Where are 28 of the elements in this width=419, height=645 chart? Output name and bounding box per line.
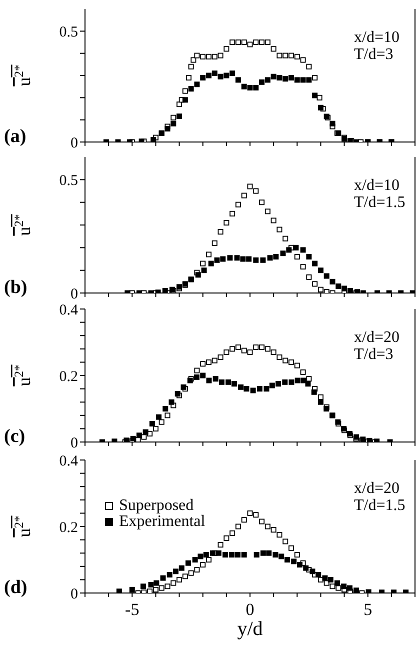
y-tick-label: 0.5	[59, 172, 78, 189]
y-tick-label: 0.2	[59, 368, 78, 385]
annotation: x/d=10	[354, 177, 400, 194]
text: (d)	[4, 577, 28, 598]
legend-label: Superposed	[119, 497, 194, 514]
x-tick-label: 0	[246, 600, 254, 619]
text: (b)	[4, 277, 28, 298]
legend-label: Experimental	[119, 513, 206, 530]
annotation: T/d=1.5	[354, 497, 406, 514]
y-tick-label: 0.4	[59, 302, 78, 318]
y-tick-label: 0	[70, 135, 78, 152]
text: (c)	[4, 426, 26, 447]
annotation: T/d=3	[354, 46, 394, 63]
y-tick-label: 0.5	[59, 24, 78, 40]
annotation: T/d=1.5	[354, 194, 406, 211]
x-axis-title: y/d	[237, 618, 263, 640]
y-tick-label: 0.2	[59, 520, 78, 536]
annotation: x/d=20	[354, 480, 400, 497]
y-tick-label: 0.4	[59, 453, 78, 470]
x-tick-label: 5	[364, 600, 372, 619]
annotation: x/d=20	[354, 329, 400, 346]
y-tick-label: 0	[70, 586, 78, 602]
y-tick-label: 0	[70, 435, 78, 452]
annotation: x/d=10	[354, 29, 400, 46]
x-tick-label: -5	[125, 600, 140, 619]
text: (a)	[4, 126, 26, 147]
y-tick-label: 0	[70, 286, 78, 302]
annotation: T/d=3	[354, 346, 394, 363]
